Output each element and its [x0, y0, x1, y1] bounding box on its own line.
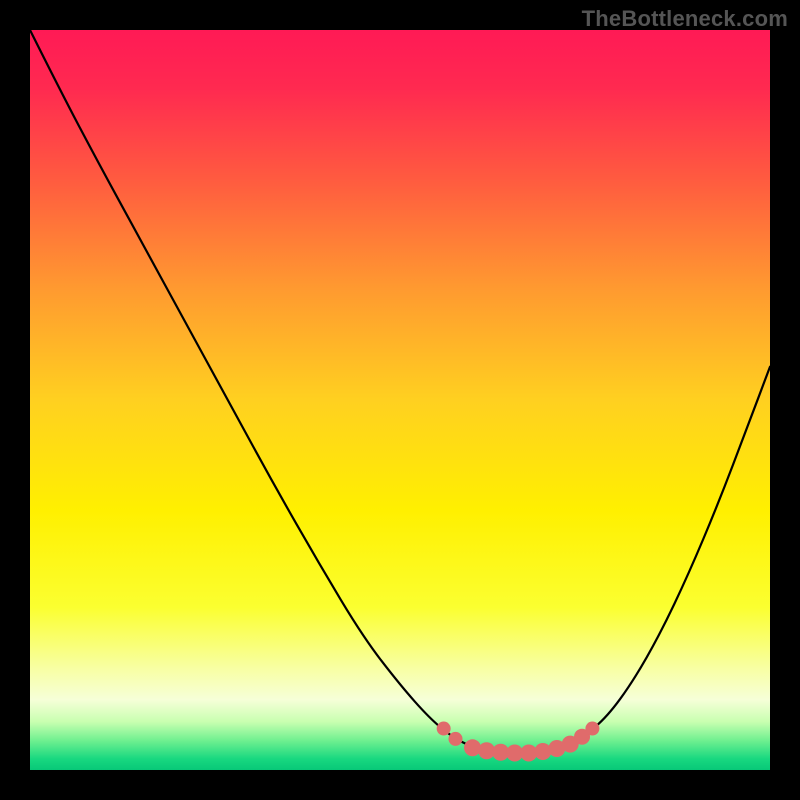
chart-container: TheBottleneck.com: [0, 0, 800, 800]
marker-dot: [534, 743, 551, 760]
marker-dot: [464, 739, 481, 756]
bottleneck-chart: [0, 0, 800, 800]
marker-dot: [585, 722, 599, 736]
marker-dot: [449, 732, 463, 746]
marker-dot: [437, 722, 451, 736]
gradient-background: [30, 30, 770, 770]
watermark-label: TheBottleneck.com: [582, 6, 788, 32]
